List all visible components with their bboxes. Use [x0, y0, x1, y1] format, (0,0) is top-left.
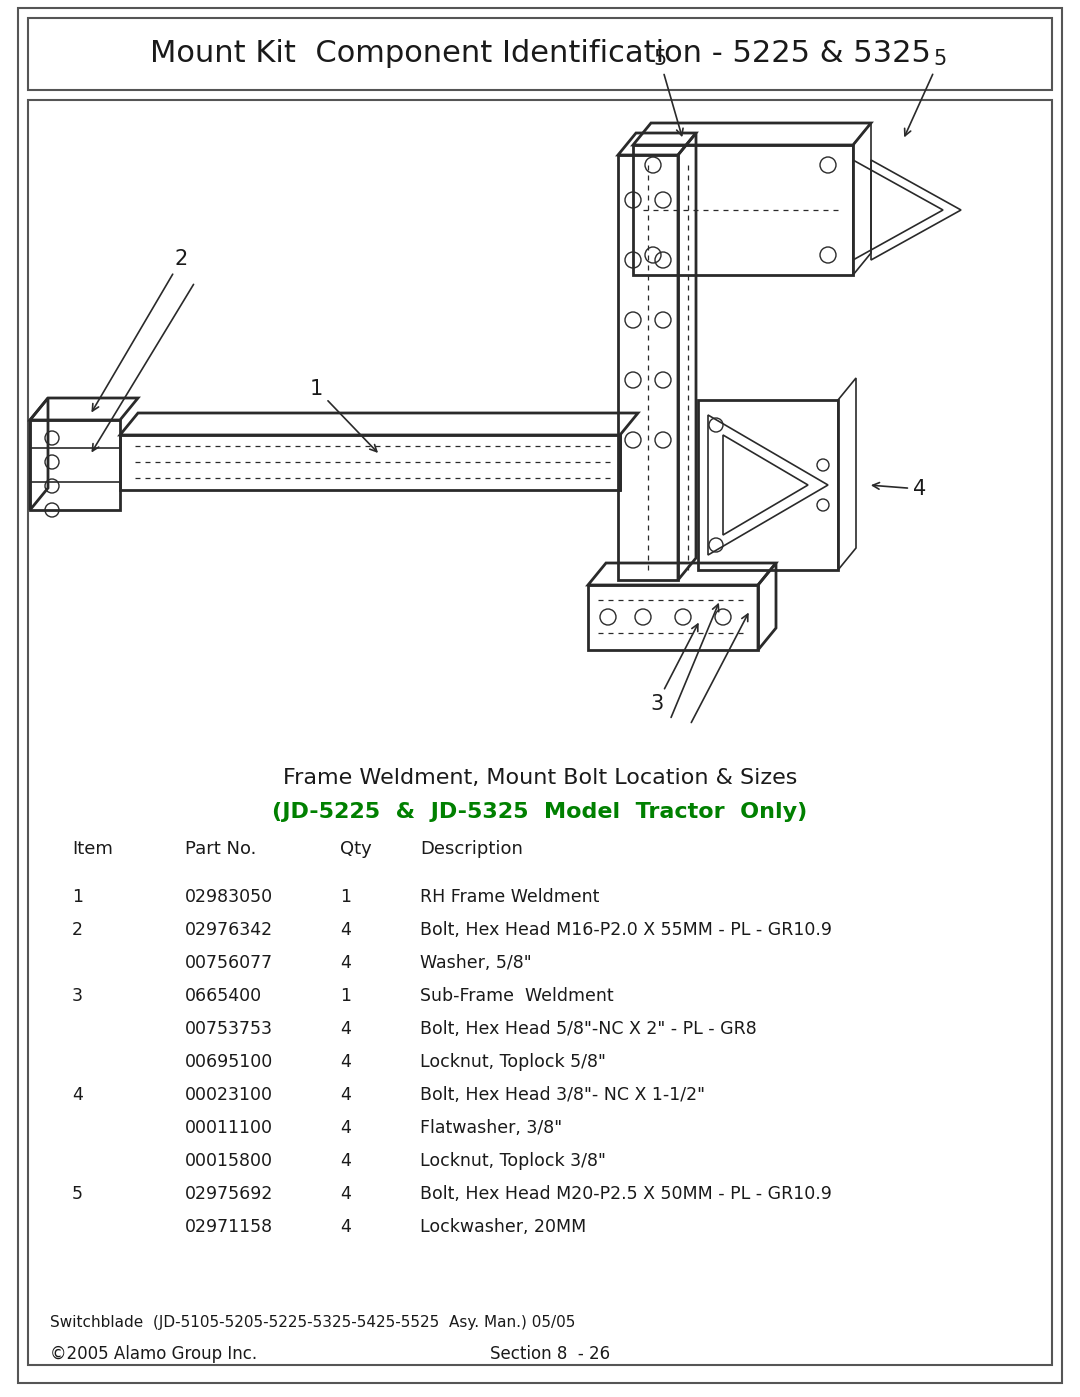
Text: 5: 5 — [653, 49, 683, 136]
Text: Switchblade  (JD-5105-5205-5225-5325-5425-5525  Asy. Man.) 05/05: Switchblade (JD-5105-5205-5225-5325-5425… — [50, 1315, 576, 1330]
Text: Description: Description — [420, 840, 523, 858]
Text: Lockwasher, 20MM: Lockwasher, 20MM — [420, 1218, 586, 1236]
Text: 4: 4 — [340, 1153, 351, 1171]
Text: 00011100: 00011100 — [185, 1119, 273, 1137]
Text: 0665400: 0665400 — [185, 988, 262, 1004]
Text: 1: 1 — [72, 888, 83, 907]
Text: Locknut, Toplock 5/8": Locknut, Toplock 5/8" — [420, 1053, 606, 1071]
Text: Mount Kit  Component Identification - 5225 & 5325: Mount Kit Component Identification - 522… — [149, 39, 931, 68]
Text: 4: 4 — [340, 1218, 351, 1236]
Text: 4: 4 — [340, 1020, 351, 1038]
Text: 4: 4 — [873, 479, 927, 499]
Text: 02975692: 02975692 — [185, 1185, 273, 1203]
Text: Bolt, Hex Head M16-P2.0 X 55MM - PL - GR10.9: Bolt, Hex Head M16-P2.0 X 55MM - PL - GR… — [420, 921, 832, 939]
Text: 1: 1 — [340, 988, 351, 1004]
Text: 3: 3 — [72, 988, 83, 1004]
Text: 4: 4 — [340, 1053, 351, 1071]
Text: 00753753: 00753753 — [185, 1020, 273, 1038]
Text: 4: 4 — [72, 1085, 83, 1104]
Text: Qty: Qty — [340, 840, 372, 858]
Text: 4: 4 — [340, 921, 351, 939]
Text: 4: 4 — [340, 1185, 351, 1203]
Text: 2: 2 — [93, 249, 188, 411]
Text: 5: 5 — [72, 1185, 83, 1203]
Text: Washer, 5/8": Washer, 5/8" — [420, 954, 531, 972]
Text: 4: 4 — [340, 1119, 351, 1137]
Text: Part No.: Part No. — [185, 840, 256, 858]
Text: Flatwasher, 3/8": Flatwasher, 3/8" — [420, 1119, 562, 1137]
Text: Bolt, Hex Head 5/8"-NC X 2" - PL - GR8: Bolt, Hex Head 5/8"-NC X 2" - PL - GR8 — [420, 1020, 757, 1038]
Text: ©2005 Alamo Group Inc.: ©2005 Alamo Group Inc. — [50, 1345, 257, 1363]
Text: Bolt, Hex Head M20-P2.5 X 50MM - PL - GR10.9: Bolt, Hex Head M20-P2.5 X 50MM - PL - GR… — [420, 1185, 832, 1203]
Text: 00695100: 00695100 — [185, 1053, 273, 1071]
Text: 02971158: 02971158 — [185, 1218, 273, 1236]
Text: 1: 1 — [310, 379, 377, 451]
Text: Locknut, Toplock 3/8": Locknut, Toplock 3/8" — [420, 1153, 606, 1171]
Text: 00015800: 00015800 — [185, 1153, 273, 1171]
Text: (JD-5225  &  JD-5325  Model  Tractor  Only): (JD-5225 & JD-5325 Model Tractor Only) — [272, 802, 808, 821]
Text: 5: 5 — [905, 49, 946, 136]
Text: 00756077: 00756077 — [185, 954, 273, 972]
Text: Frame Weldment, Mount Bolt Location & Sizes: Frame Weldment, Mount Bolt Location & Si… — [283, 768, 797, 788]
Text: 4: 4 — [340, 954, 351, 972]
Text: Sub-Frame  Weldment: Sub-Frame Weldment — [420, 988, 613, 1004]
Text: 00023100: 00023100 — [185, 1085, 273, 1104]
Text: Bolt, Hex Head 3/8"- NC X 1-1/2": Bolt, Hex Head 3/8"- NC X 1-1/2" — [420, 1085, 705, 1104]
Text: 02976342: 02976342 — [185, 921, 273, 939]
Text: RH Frame Weldment: RH Frame Weldment — [420, 888, 599, 907]
Text: 2: 2 — [72, 921, 83, 939]
Bar — [28, 18, 1052, 89]
Text: 02983050: 02983050 — [185, 888, 273, 907]
Text: 4: 4 — [340, 1085, 351, 1104]
Text: Item: Item — [72, 840, 113, 858]
Text: 3: 3 — [650, 624, 698, 714]
Text: 1: 1 — [340, 888, 351, 907]
Text: Section 8  - 26: Section 8 - 26 — [490, 1345, 610, 1363]
